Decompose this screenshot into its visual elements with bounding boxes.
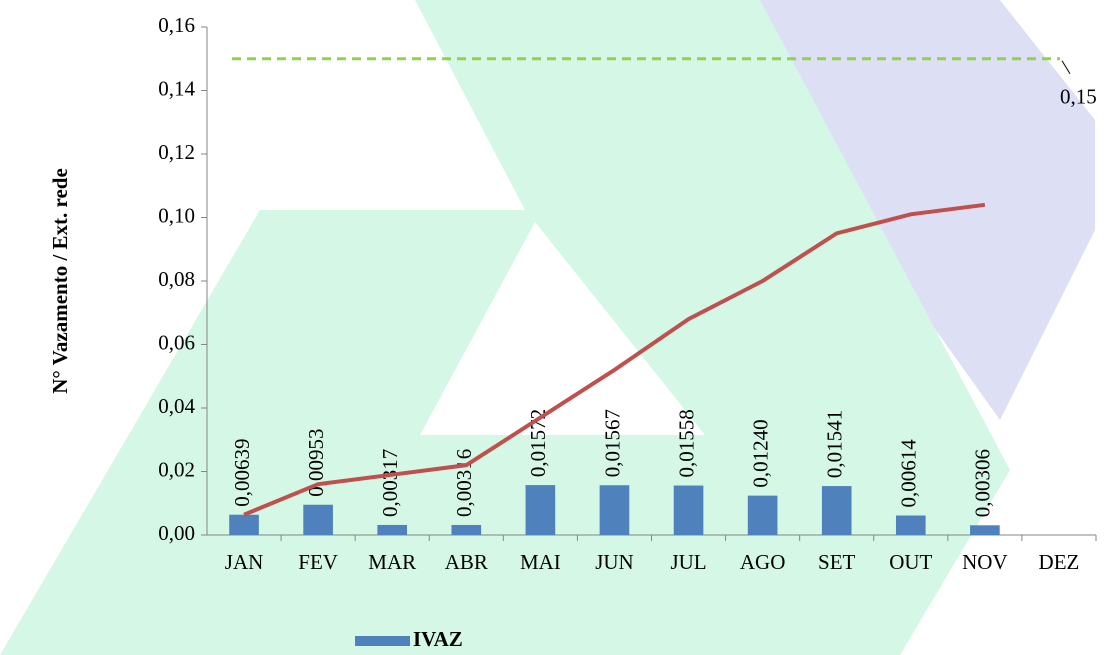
x-tick-label: MAI xyxy=(520,550,561,574)
line xyxy=(243,202,986,517)
bar xyxy=(895,515,926,535)
y-tick-label: 0,02 xyxy=(158,457,195,481)
x-tick-label: ABR xyxy=(445,550,488,574)
legend-label: IVAZ xyxy=(413,627,463,651)
x-tick-label: MAR xyxy=(368,550,416,574)
y-tick-label: 0,00 xyxy=(158,521,195,545)
data-label: 0,01541 xyxy=(823,410,847,478)
y-tick-label: 0,16 xyxy=(158,13,195,37)
data-label: 0,01240 xyxy=(748,419,772,487)
bar xyxy=(525,485,556,535)
bar xyxy=(970,525,1000,535)
y-tick-label: 0,08 xyxy=(158,267,195,291)
x-tick-label: OUT xyxy=(889,550,932,574)
y-tick-label: 0,12 xyxy=(158,140,195,164)
watermark-hole xyxy=(420,222,705,435)
data-label: 0,00639 xyxy=(230,438,254,506)
bar xyxy=(821,486,852,535)
y-axis-label: N° Vazamento / Ext. rede xyxy=(48,168,72,394)
data-label: 0,00306 xyxy=(971,449,995,517)
data-label: 0,01567 xyxy=(600,409,624,477)
data-label: 0,00614 xyxy=(897,439,921,508)
bar xyxy=(303,504,333,535)
x-tick-label: SET xyxy=(818,550,856,574)
x-tick-label: FEV xyxy=(298,550,338,574)
y-tick-label: 0,04 xyxy=(158,394,195,418)
bar xyxy=(599,485,630,535)
target-leader xyxy=(1061,60,1071,75)
bar xyxy=(451,524,482,535)
bar xyxy=(673,485,704,535)
target-label: 0,15 xyxy=(1060,85,1097,109)
x-tick-label: AGO xyxy=(740,550,786,574)
x-tick-label: NOV xyxy=(962,550,1008,574)
data-label: 0,01558 xyxy=(674,409,698,477)
y-tick-label: 0,14 xyxy=(158,76,195,100)
x-tick-label: JUL xyxy=(670,550,706,574)
bar xyxy=(377,524,408,535)
bar xyxy=(747,495,778,535)
y-tick-label: 0,10 xyxy=(158,203,195,227)
x-tick-label: DEZ xyxy=(1039,550,1080,574)
x-tick-label: JAN xyxy=(225,550,264,574)
y-tick-label: 0,06 xyxy=(158,330,195,354)
data-label: 0,00317 xyxy=(378,449,402,517)
legend-swatch xyxy=(355,636,410,646)
x-tick-label: JUN xyxy=(595,550,634,574)
bar xyxy=(229,514,259,535)
